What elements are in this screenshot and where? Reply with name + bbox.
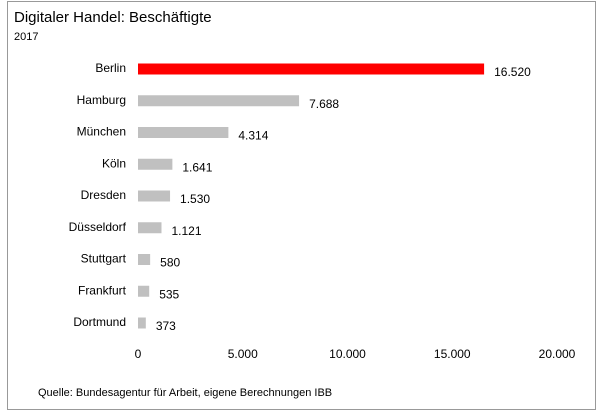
value-label: 535	[159, 287, 179, 301]
value-label: 4.314	[238, 129, 268, 143]
x-tick-label: 20.000	[539, 347, 576, 361]
value-label: 7.688	[309, 97, 339, 111]
source: Quelle: Bundesagentur für Arbeit, eigene…	[38, 387, 332, 399]
value-label: 1.641	[182, 160, 212, 174]
y-tick-label: Düsseldorf	[69, 220, 127, 234]
bar	[138, 317, 146, 329]
bar	[138, 254, 151, 265]
bar	[138, 63, 485, 75]
x-tick-label: 0	[135, 347, 142, 361]
y-tick-label: Dresden	[81, 188, 126, 202]
bar	[138, 190, 171, 202]
x-tick-label: 10.000	[329, 347, 366, 361]
y-tick-label: München	[77, 125, 126, 139]
y-tick-label: Frankfurt	[78, 283, 127, 297]
x-tick-label: 5.000	[228, 347, 258, 361]
y-tick-label: Berlin	[95, 61, 126, 75]
chart-subtitle: 2017	[14, 31, 38, 43]
value-label: 1.530	[180, 192, 210, 206]
chart-title: Digitaler Handel: Beschäftigte	[14, 9, 212, 26]
value-label: 580	[160, 256, 180, 270]
bar	[138, 95, 300, 107]
bar	[138, 222, 162, 234]
x-tick-label: 15.000	[434, 347, 471, 361]
value-label: 16.520	[494, 65, 531, 79]
y-tick-label: Köln	[102, 156, 126, 170]
y-tick-label: Dortmund	[73, 315, 126, 329]
bar	[138, 158, 173, 170]
y-tick-label: Hamburg	[77, 93, 126, 107]
bar	[138, 127, 229, 138]
bar	[138, 285, 150, 297]
value-label: 1.121	[171, 224, 201, 238]
value-label: 373	[156, 319, 176, 333]
y-tick-label: Stuttgart	[81, 252, 127, 266]
